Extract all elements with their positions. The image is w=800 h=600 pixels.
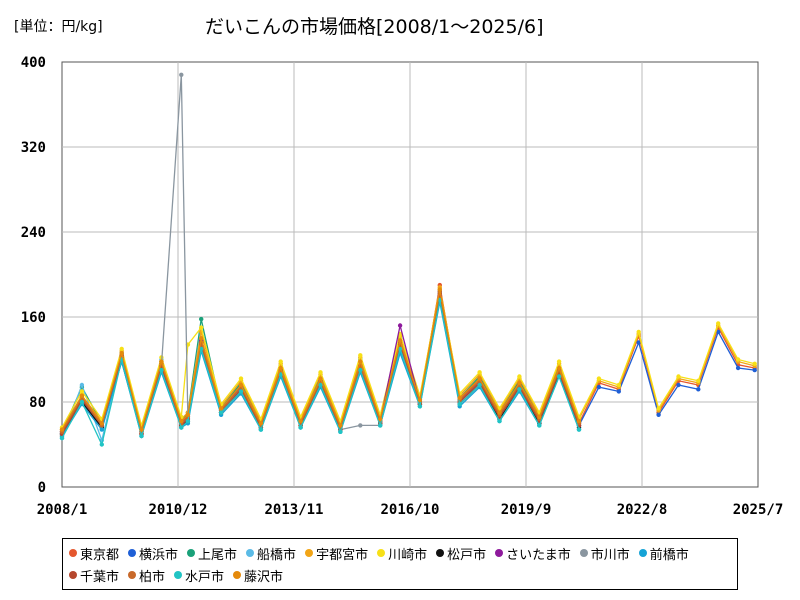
legend-item: 川崎市 [377, 542, 427, 564]
legend-label: 上尾市 [198, 547, 238, 563]
legend-marker [495, 549, 504, 557]
legend-marker [579, 549, 588, 557]
grid-layer [61, 61, 759, 488]
legend-item: 松戸市 [436, 542, 486, 564]
legend-label: 東京都 [80, 547, 120, 563]
axis-layer: 0 80 160 240 320 400 2008/1 2010/12 2013/11 2016/… [21, 55, 784, 518]
series-layer [59, 72, 757, 447]
series-12 [59, 297, 582, 447]
series-line [61, 289, 580, 433]
legend-label: 船橋市 [257, 547, 297, 563]
legend-marker [174, 571, 183, 579]
chart-title: だいこんの市場価格[2008/1～2025/6] [205, 16, 544, 38]
legend-item: 横浜市 [128, 542, 178, 564]
legend-marker [69, 571, 77, 579]
legend-item: 宇都宮市 [305, 542, 368, 564]
legend-label: 市川市 [590, 547, 630, 563]
legend-label: 川崎市 [388, 547, 428, 563]
legend-marker [128, 571, 137, 579]
x-tick-label: 2008/1 [37, 502, 88, 518]
legend-item: さいたま市 [495, 542, 571, 564]
legend-marker [128, 549, 137, 557]
y-tick-label: 80 [29, 395, 46, 411]
legend-item: 前橋市 [638, 542, 689, 564]
x-tick-label: 2025/7 [733, 502, 784, 518]
legend-item: 水戸市 [174, 564, 224, 586]
legend-item: 船橋市 [246, 542, 296, 564]
x-tick-label: 2022/8 [617, 502, 668, 518]
legend-item: 藤沢市 [233, 564, 283, 586]
legend-label: 水戸市 [185, 569, 225, 585]
x-tick-label: 2016/10 [380, 502, 439, 518]
legend-marker [377, 549, 386, 557]
legend-marker [436, 549, 445, 557]
legend-label: 横浜市 [139, 547, 179, 563]
series-line [61, 289, 755, 428]
legend-label: 藤沢市 [244, 569, 284, 585]
x-tick-label: 2019/9 [501, 502, 552, 518]
series-13 [59, 287, 582, 433]
legend-item: 市川市 [579, 542, 630, 564]
y-tick-label: 320 [21, 140, 46, 156]
legend-label: さいたま市 [506, 547, 571, 563]
legend-item: 千葉市 [69, 564, 119, 586]
legend-marker [233, 571, 242, 579]
legend-item: 上尾市 [187, 542, 237, 564]
legend-label: 千葉市 [80, 569, 120, 585]
legend-marker [305, 549, 314, 557]
legend-marker [187, 549, 196, 557]
legend-label: 柏市 [139, 569, 166, 585]
legend-item: 東京都 [69, 542, 119, 564]
line-chart: 0 80 160 240 320 400 2008/1 2010/12 2013/11 2016/… [21, 55, 784, 518]
legend-label: 宇都宮市 [316, 547, 369, 563]
x-tick-label: 2013/11 [264, 502, 323, 518]
legend-marker [246, 549, 255, 557]
legend-marker [69, 549, 77, 557]
y-tick-label: 240 [21, 225, 46, 241]
y-tick-label: 160 [21, 310, 46, 326]
x-tick-label: 2010/12 [148, 502, 207, 518]
legend: 東京都 横浜市 上尾市 船橋市 宇都宮市 川崎市 松戸市 さいたま市 市川市 前橋市千葉市 柏市 水戸… [62, 538, 738, 590]
y-tick-label: 0 [38, 480, 46, 496]
legend-item: 柏市 [128, 564, 165, 586]
legend-marker [638, 549, 647, 557]
y-tick-label: 400 [21, 55, 46, 71]
unit-label: [単位：円/kg] [14, 19, 103, 35]
legend-label: 前橋市 [649, 547, 689, 563]
series-line [61, 299, 580, 447]
legend-label: 松戸市 [447, 547, 487, 563]
